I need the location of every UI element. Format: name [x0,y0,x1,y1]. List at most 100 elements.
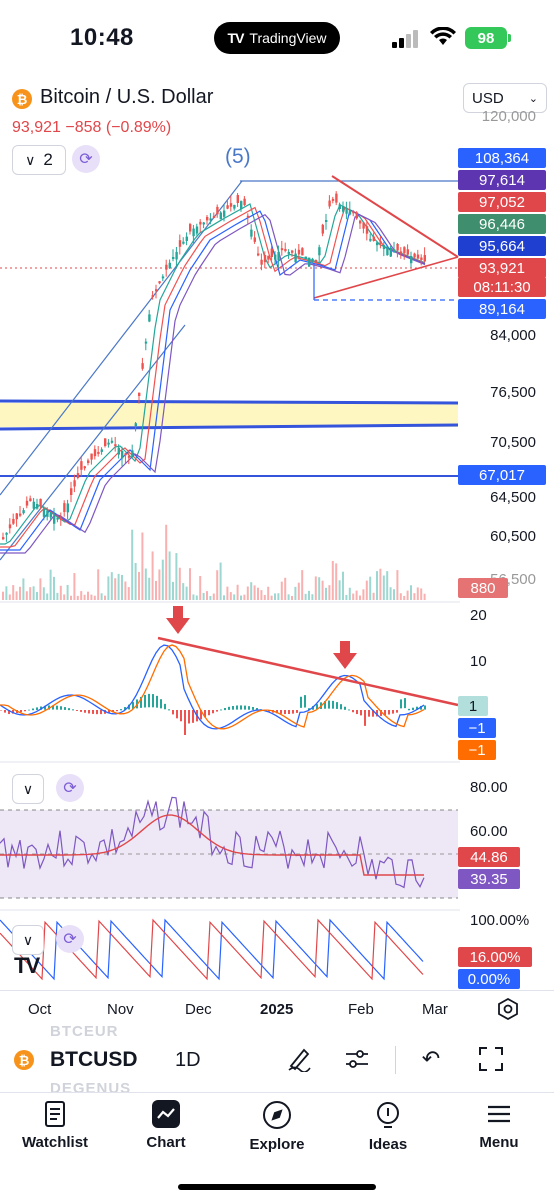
price-tag: 89,164 [458,299,546,319]
axis-label: 84,000 [490,327,536,344]
sync-icon[interactable]: ⟳ [56,774,84,802]
macd-histogram-bar [124,707,126,710]
candle [403,247,406,254]
volume-bar [212,593,215,600]
tab-ideas[interactable]: Ideas [338,1100,438,1153]
macd-histogram-bar [20,710,22,713]
candle [117,447,120,455]
macd-histogram-bar [120,709,122,711]
macd-histogram-bar [60,706,62,710]
volume-bar [403,595,406,600]
volume-bar [382,575,385,600]
tradingview-pill-label: TradingView [249,30,327,46]
macd-histogram-bar [280,710,282,714]
volume-bar [70,595,72,600]
tab-chart[interactable]: Chart [116,1100,216,1151]
candle [195,226,199,234]
candle [297,249,301,255]
volume-bar [229,592,232,600]
moving-average-line [0,203,426,545]
indicators-icon[interactable] [342,1044,372,1074]
indicators-toggle[interactable]: ∨ 2 [12,145,66,175]
tradingview-pill[interactable]: TV TradingView [214,22,340,54]
volume-bar [12,585,15,600]
volume-bar [267,586,270,600]
tab-menu[interactable]: Menu [449,1100,549,1151]
candle [382,245,386,250]
candle [131,450,134,458]
macd-axis-label: 20 [470,607,487,624]
macd-histogram-bar [256,708,258,711]
undo-icon[interactable]: ↶ [421,1046,441,1071]
candle [2,537,5,540]
settings-hex-icon[interactable] [497,997,519,1025]
tab-bar [0,1092,554,1200]
volume-bar [73,573,76,600]
tab-label: Ideas [368,1136,408,1153]
macd-histogram-bar [220,709,222,711]
macd-histogram-bar [164,703,166,710]
chevron-down-icon: ∨ [22,931,34,948]
indicator-count: 2 [43,150,53,169]
volume-bar [178,567,181,600]
moving-average-line [0,209,426,551]
tab-watchlist[interactable]: Watchlist [5,1100,105,1151]
price-change-line: 93,921 −858 (−0.89%) [12,119,172,136]
volume-bar [141,532,144,600]
candle [342,206,345,212]
candle [331,198,335,201]
chevron-down-icon: ⌄ [528,92,538,105]
macd-histogram-bar [308,708,310,711]
sync-icon[interactable]: ⟳ [56,925,84,953]
volume-bar [90,594,93,600]
stoch-tag: 0.00% [458,969,520,989]
candle [257,253,260,256]
macd-histogram-bar [304,695,306,708]
candle [155,289,158,292]
candle [104,438,107,446]
volume-bar [42,587,45,600]
macd-histogram-bar [328,700,330,709]
candle [379,241,382,244]
candle [158,281,161,284]
stoch-collapse-toggle[interactable]: ∨ [12,925,44,955]
pen-tool-icon[interactable] [284,1044,314,1074]
candle [212,216,216,219]
volume-bar [376,571,378,600]
toolbar-divider [395,1046,396,1074]
macd-histogram-bar [40,706,42,710]
candle [110,440,114,443]
volume-bar [134,562,137,600]
interval-button[interactable]: 1D [175,1049,201,1071]
volume-bar [148,577,151,600]
macd-histogram-bar [92,710,94,714]
macd-tag: −1 [458,718,496,738]
volume-bar [87,591,89,600]
symbol-button[interactable]: BTCUSD [50,1048,138,1071]
candle [178,240,182,247]
macd-histogram-bar [28,709,30,711]
stoch-tag: 16.00% [458,947,532,967]
currency-select[interactable]: USD ⌄ [463,83,547,113]
candle [280,248,284,251]
macd-histogram-bar [12,710,14,714]
battery-tip [508,34,511,42]
macd-histogram-bar [300,696,302,708]
macd-histogram-bar [228,706,230,710]
rsi-tag: 39.35 [458,869,520,889]
rsi-collapse-toggle[interactable]: ∨ [12,774,44,804]
channel-lower [0,324,186,561]
candle [206,216,209,221]
candle [287,251,290,254]
price-chart[interactable] [0,110,460,990]
tab-explore[interactable]: Explore [227,1100,327,1153]
fullscreen-icon[interactable] [476,1044,506,1074]
candle [369,238,372,241]
chevron-down-icon: ∨ [25,151,36,168]
time-label: Oct [28,1001,52,1018]
candle [121,451,124,459]
sync-icon[interactable]: ⟳ [72,145,100,173]
symbol-title[interactable]: Bitcoin / U.S. Dollar [40,86,214,108]
macd-histogram-bar [352,710,354,713]
volume-bar [331,560,334,600]
